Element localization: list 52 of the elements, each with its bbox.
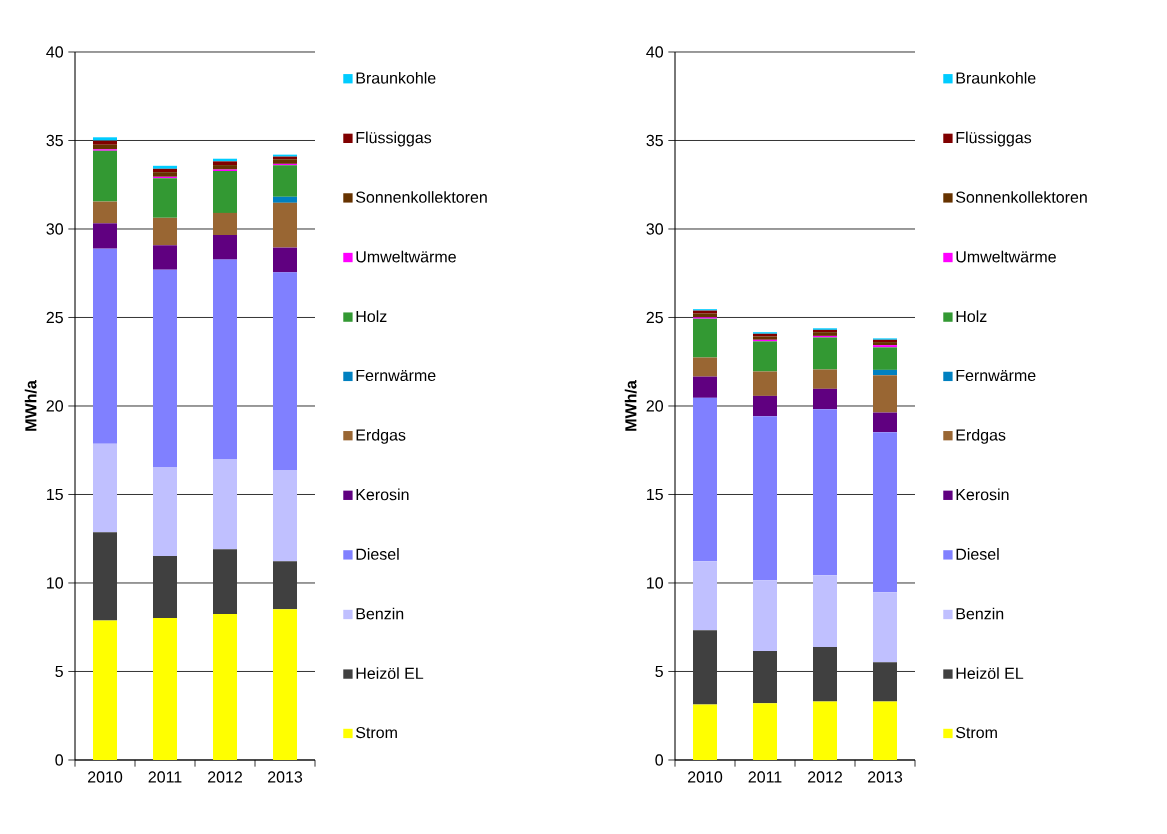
y-tick-label: 0 (55, 754, 64, 766)
legend-label: Flüssiggas (956, 131, 1032, 147)
y-tick-label: 5 (655, 665, 663, 678)
y-tick-label: 35 (46, 134, 63, 147)
y-tick-label: 35 (646, 134, 663, 147)
legend-label: Strom (356, 726, 397, 739)
y-tick-label: 40 (646, 46, 664, 58)
legend-label: Diesel (356, 548, 399, 560)
y-tick-label: 25 (46, 311, 63, 324)
legend-label: Diesel (956, 548, 999, 560)
y-tick-label: 15 (47, 488, 63, 501)
legend-label: Sonnenkollektoren (356, 191, 487, 203)
legend-label: Braunkohle (956, 71, 1036, 84)
x-tick-label: 2012 (208, 771, 242, 783)
legend-label: Holz (356, 310, 387, 323)
y-tick-label: 30 (646, 223, 664, 235)
legend-label: Sonnenkollektoren (956, 191, 1087, 203)
y-tick-label: 30 (46, 223, 64, 235)
legend-label: Kerosin (356, 488, 409, 501)
y-tick-label: 20 (46, 400, 64, 412)
legend-label: Umweltwärme (356, 250, 456, 263)
legend-label: Strom (956, 726, 997, 739)
legend-label: Erdgas (956, 428, 1006, 444)
legend-label: Benzin (356, 607, 404, 620)
y-tick-label: 5 (55, 665, 63, 678)
x-tick-label: 2012 (808, 771, 842, 783)
y-tick-label: 10 (47, 577, 64, 589)
y-tick-label: 0 (655, 754, 664, 766)
x-tick-label: 2011 (748, 771, 782, 783)
x-tick-label: 2011 (148, 771, 182, 783)
legend-label: Fernwärme (956, 369, 1036, 382)
legend-label: Benzin (956, 607, 1004, 620)
legend-label: Fernwärme (356, 369, 436, 382)
y-tick-label: 25 (646, 311, 663, 324)
legend-label: Heizöl EL (356, 667, 424, 680)
x-tick-label: 2013 (868, 771, 903, 783)
y-axis-title: MWh/a (24, 380, 37, 431)
y-tick-label: 40 (46, 46, 64, 58)
legend-label: Holz (956, 310, 987, 323)
y-axis-title: MWh/a (624, 380, 637, 431)
x-tick-label: 2013 (268, 771, 303, 783)
legend-label: Flüssiggas (356, 131, 432, 147)
x-tick-label: 2010 (688, 771, 723, 783)
legend-label: Braunkohle (356, 71, 436, 84)
y-tick-label: 10 (647, 577, 664, 589)
x-tick-label: 2010 (88, 771, 123, 783)
y-tick-label: 20 (646, 400, 664, 412)
legend-label: Erdgas (356, 428, 406, 444)
legend-label: Heizöl EL (956, 667, 1024, 680)
y-tick-label: 15 (647, 488, 663, 501)
legend-label: Umweltwärme (956, 250, 1056, 263)
legend-label: Kerosin (956, 488, 1009, 501)
